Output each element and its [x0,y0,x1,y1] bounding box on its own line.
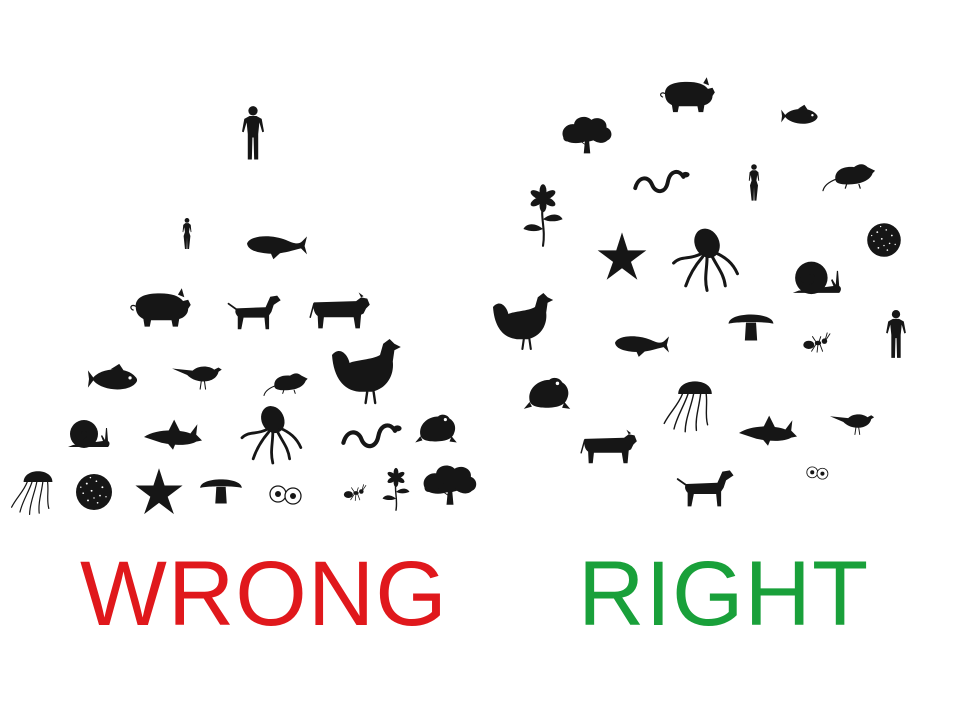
woman-icon [182,218,192,249]
chicken-icon [491,291,555,351]
rat-icon [821,163,877,192]
pyramid-group [11,106,477,516]
octopus-icon [240,400,303,465]
jellyfish-icon [663,380,713,433]
bird-icon [171,365,223,390]
pig-icon [129,287,192,328]
whale-icon [247,236,307,260]
human-icon [886,310,906,358]
wrong-label: WRONG [80,543,448,645]
octopus-icon [672,222,739,292]
shark-icon [144,419,202,450]
shark-icon [739,415,797,446]
cow-icon [309,291,371,330]
fish-icon [87,363,138,390]
woman-icon [748,164,760,201]
circle-group [491,76,906,508]
eggs-icon [269,485,302,505]
eggs-icon [806,466,829,480]
dog-icon [676,469,735,508]
jellyfish-icon [11,470,54,516]
tree-icon [423,464,477,506]
whale-icon [615,336,669,357]
dog-icon [227,294,282,331]
snake-icon [343,425,401,446]
flower-icon [381,467,411,511]
fish-icon [781,104,818,124]
coral-icon [76,474,112,510]
tree-icon [561,116,612,154]
right-label: RIGHT [578,543,870,645]
starfish-icon [597,232,647,280]
coral-icon [867,223,901,257]
cow-icon [580,428,638,465]
rat-icon [263,372,309,397]
frog-icon [523,377,571,409]
snake-icon [635,172,689,191]
frog-icon [415,414,457,443]
flower-icon [522,182,564,248]
ant-icon [802,332,831,353]
mushroom-icon [200,479,242,504]
starfish-icon [135,468,183,515]
snail-icon [792,260,842,295]
mushroom-icon [728,314,774,341]
ant-icon [343,484,367,502]
pig-icon [659,76,716,114]
chicken-icon [330,337,403,405]
human-icon [241,106,265,160]
snail-icon [67,419,111,449]
bird-icon [829,413,875,436]
